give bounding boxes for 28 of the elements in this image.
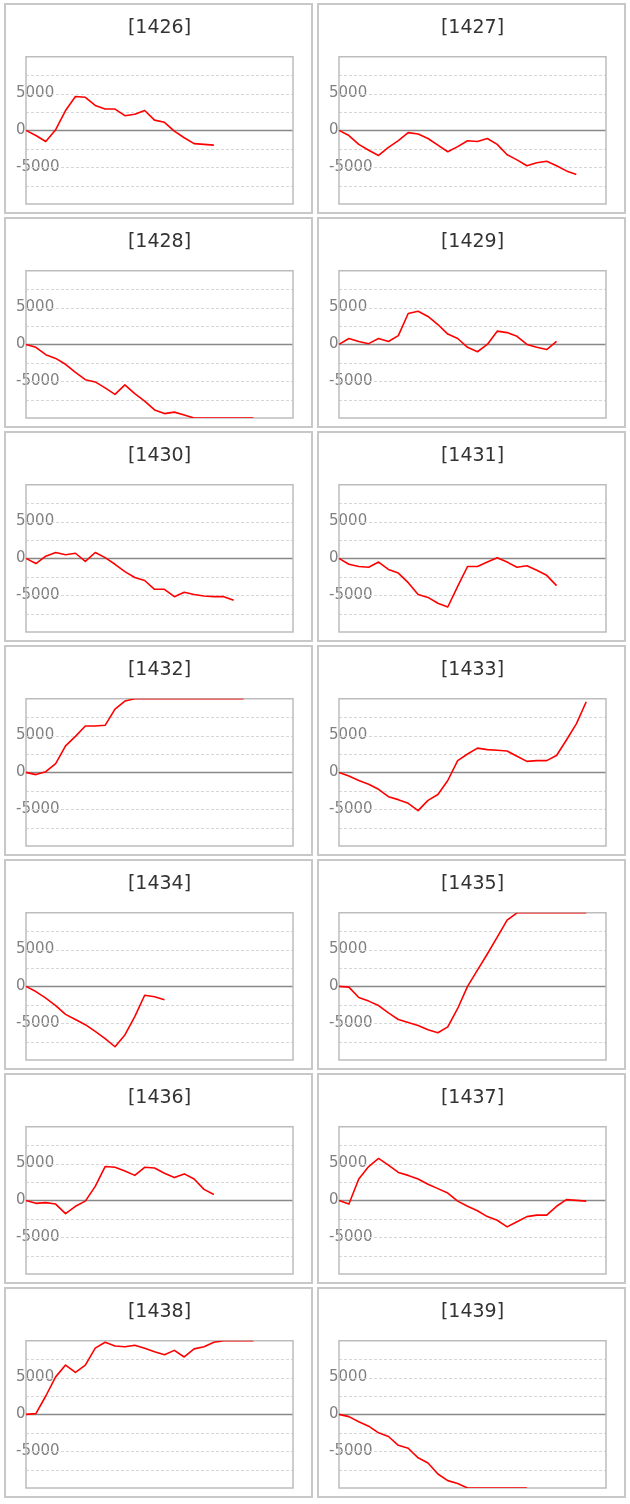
chart-title: [1432] <box>127 657 192 680</box>
chart-title: [1429] <box>440 229 505 252</box>
chart-title: [1434] <box>127 871 192 894</box>
y-tick-label: 0 <box>329 120 339 139</box>
y-tick-label: 0 <box>329 1404 339 1423</box>
chart-title: [1426] <box>127 15 192 38</box>
y-tick-label: 0 <box>16 1190 26 1209</box>
chart-title: [1428] <box>127 229 192 252</box>
y-tick-label: 0 <box>16 548 26 567</box>
y-tick-label: 0 <box>329 548 339 567</box>
y-tick-label: 0 <box>329 1190 339 1209</box>
chart-title: [1427] <box>440 15 505 38</box>
y-tick-label: 0 <box>329 762 339 781</box>
y-tick-label: 0 <box>16 976 26 995</box>
chart-title: [1437] <box>440 1085 505 1108</box>
chart-title: [1438] <box>127 1299 192 1322</box>
chart-title: [1431] <box>440 443 505 466</box>
y-tick-label: 0 <box>16 120 26 139</box>
chart-title: [1433] <box>440 657 505 680</box>
y-tick-label: 0 <box>16 1404 26 1423</box>
y-tick-label: 0 <box>16 762 26 781</box>
chart-title: [1430] <box>127 443 192 466</box>
y-tick-label: 0 <box>329 976 339 995</box>
y-tick-label: 0 <box>329 334 339 353</box>
y-tick-label: 0 <box>16 334 26 353</box>
chart-title: [1435] <box>440 871 505 894</box>
chart-title: [1439] <box>440 1299 505 1322</box>
chart-title: [1436] <box>127 1085 192 1108</box>
